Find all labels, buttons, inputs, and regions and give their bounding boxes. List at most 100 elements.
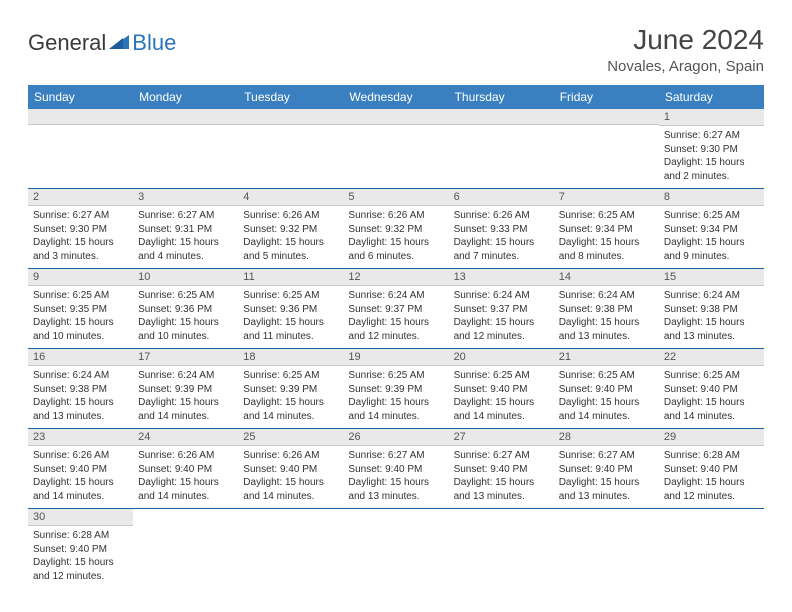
day-number: 3 xyxy=(133,189,238,206)
sunrise-text: Sunrise: 6:27 AM xyxy=(559,449,654,463)
daylight-text: Daylight: 15 hours and 12 minutes. xyxy=(454,316,549,343)
daylight-text: Daylight: 15 hours and 11 minutes. xyxy=(243,316,338,343)
empty-day-number xyxy=(133,109,238,125)
day-number: 6 xyxy=(449,189,554,206)
daylight-text: Daylight: 15 hours and 2 minutes. xyxy=(664,156,759,183)
calendar-day-cell xyxy=(554,109,659,189)
daylight-text: Daylight: 15 hours and 9 minutes. xyxy=(664,236,759,263)
sunset-text: Sunset: 9:32 PM xyxy=(243,223,338,237)
calendar-table: Sunday Monday Tuesday Wednesday Thursday… xyxy=(28,85,764,588)
calendar-day-cell: 13Sunrise: 6:24 AMSunset: 9:37 PMDayligh… xyxy=(449,269,554,349)
sunrise-text: Sunrise: 6:25 AM xyxy=(559,369,654,383)
calendar-day-cell: 3Sunrise: 6:27 AMSunset: 9:31 PMDaylight… xyxy=(133,189,238,269)
day-details: Sunrise: 6:27 AMSunset: 9:40 PMDaylight:… xyxy=(343,446,448,508)
sunset-text: Sunset: 9:40 PM xyxy=(33,463,128,477)
day-number: 7 xyxy=(554,189,659,206)
sunrise-text: Sunrise: 6:27 AM xyxy=(454,449,549,463)
day-details: Sunrise: 6:25 AMSunset: 9:36 PMDaylight:… xyxy=(238,286,343,348)
daylight-text: Daylight: 15 hours and 12 minutes. xyxy=(33,556,128,583)
sunrise-text: Sunrise: 6:24 AM xyxy=(559,289,654,303)
calendar-day-cell: 17 Sunrise: 6:24 AMSunset: 9:39 PMDayligh… xyxy=(133,349,238,429)
day-details: Sunrise: 6:27 AMSunset: 9:31 PMDaylight:… xyxy=(133,206,238,268)
calendar-day-cell: 11Sunrise: 6:25 AMSunset: 9:36 PMDayligh… xyxy=(238,269,343,349)
daylight-text: Daylight: 15 hours and 13 minutes. xyxy=(559,316,654,343)
calendar-day-cell xyxy=(133,509,238,589)
sunrise-text: Sunrise: 6:26 AM xyxy=(33,449,128,463)
day-details: Sunrise: 6:26 AMSunset: 9:40 PMDaylight:… xyxy=(133,446,238,508)
sunset-text: Sunset: 9:40 PM xyxy=(348,463,443,477)
sunset-text: Sunset: 9:39 PM xyxy=(138,383,233,397)
weekday-header-row: Sunday Monday Tuesday Wednesday Thursday… xyxy=(28,85,764,109)
day-details: Sunrise: 6:24 AMSunset: 9:37 PMDaylight:… xyxy=(449,286,554,348)
day-number: 11 xyxy=(238,269,343,286)
sunset-text: Sunset: 9:39 PM xyxy=(348,383,443,397)
calendar-day-cell xyxy=(659,509,764,589)
calendar-day-cell: 6Sunrise: 6:26 AMSunset: 9:33 PMDaylight… xyxy=(449,189,554,269)
calendar-day-cell: 8Sunrise: 6:25 AMSunset: 9:34 PMDaylight… xyxy=(659,189,764,269)
calendar-day-cell: 15Sunrise: 6:24 AMSunset: 9:38 PMDayligh… xyxy=(659,269,764,349)
sunrise-text: Sunrise: 6:25 AM xyxy=(454,369,549,383)
day-details: Sunrise: 6:25 AMSunset: 9:34 PMDaylight:… xyxy=(659,206,764,268)
weekday-header: Friday xyxy=(554,85,659,109)
sunrise-text: Sunrise: 6:27 AM xyxy=(348,449,443,463)
day-number: 4 xyxy=(238,189,343,206)
day-details: Sunrise: 6:25 AMSunset: 9:35 PMDaylight:… xyxy=(28,286,133,348)
document-header: General Blue June 2024 Novales, Aragon, … xyxy=(28,24,764,75)
sunrise-text: Sunrise: 6:25 AM xyxy=(33,289,128,303)
calendar-day-cell: 29Sunrise: 6:28 AMSunset: 9:40 PMDayligh… xyxy=(659,429,764,509)
day-number: 17 xyxy=(133,349,238,366)
sunset-text: Sunset: 9:36 PM xyxy=(243,303,338,317)
daylight-text: Daylight: 15 hours and 14 minutes. xyxy=(454,396,549,423)
empty-day-body xyxy=(133,125,238,175)
day-number: 16 xyxy=(28,349,133,366)
sunset-text: Sunset: 9:34 PM xyxy=(664,223,759,237)
daylight-text: Daylight: 15 hours and 14 minutes. xyxy=(664,396,759,423)
daylight-text: Daylight: 15 hours and 13 minutes. xyxy=(559,476,654,503)
sunset-text: Sunset: 9:33 PM xyxy=(454,223,549,237)
sunset-text: Sunset: 9:30 PM xyxy=(33,223,128,237)
day-number: 23 xyxy=(28,429,133,446)
calendar-day-cell: 5Sunrise: 6:26 AMSunset: 9:32 PMDaylight… xyxy=(343,189,448,269)
empty-day-body xyxy=(449,125,554,175)
daylight-text: Daylight: 15 hours and 14 minutes. xyxy=(138,396,233,423)
daylight-text: Daylight: 15 hours and 14 minutes. xyxy=(243,396,338,423)
sunset-text: Sunset: 9:40 PM xyxy=(559,383,654,397)
sunset-text: Sunset: 9:38 PM xyxy=(559,303,654,317)
empty-day-number xyxy=(28,109,133,125)
calendar-week-row: 1Sunrise: 6:27 AMSunset: 9:30 PMDaylight… xyxy=(28,109,764,189)
sunset-text: Sunset: 9:36 PM xyxy=(138,303,233,317)
sunset-text: Sunset: 9:40 PM xyxy=(243,463,338,477)
sunset-text: Sunset: 9:40 PM xyxy=(138,463,233,477)
calendar-day-cell: 27Sunrise: 6:27 AMSunset: 9:40 PMDayligh… xyxy=(449,429,554,509)
day-number: 18 xyxy=(238,349,343,366)
day-details: Sunrise: 6:25 AMSunset: 9:40 PMDaylight:… xyxy=(659,366,764,428)
calendar-day-cell: 9Sunrise: 6:25 AMSunset: 9:35 PMDaylight… xyxy=(28,269,133,349)
day-number: 2 xyxy=(28,189,133,206)
day-number: 27 xyxy=(449,429,554,446)
day-number: 13 xyxy=(449,269,554,286)
calendar-day-cell: 4Sunrise: 6:26 AMSunset: 9:32 PMDaylight… xyxy=(238,189,343,269)
day-details: Sunrise: 6:25 AMSunset: 9:34 PMDaylight:… xyxy=(554,206,659,268)
day-details: Sunrise: 6:26 AMSunset: 9:32 PMDaylight:… xyxy=(343,206,448,268)
empty-day-body xyxy=(28,125,133,175)
day-details: Sunrise: 6:28 AMSunset: 9:40 PMDaylight:… xyxy=(659,446,764,508)
sunset-text: Sunset: 9:38 PM xyxy=(664,303,759,317)
sunset-text: Sunset: 9:37 PM xyxy=(348,303,443,317)
day-details: Sunrise: 6:26 AMSunset: 9:40 PMDaylight:… xyxy=(238,446,343,508)
sunrise-text: Sunrise: 6:24 AM xyxy=(348,289,443,303)
calendar-week-row: 16Sunrise: 6:24 AMSunset: 9:38 PMDayligh… xyxy=(28,349,764,429)
calendar-day-cell xyxy=(238,109,343,189)
daylight-text: Daylight: 15 hours and 14 minutes. xyxy=(243,476,338,503)
sunrise-text: Sunrise: 6:24 AM xyxy=(138,369,233,383)
day-number: 14 xyxy=(554,269,659,286)
sunset-text: Sunset: 9:40 PM xyxy=(33,543,128,557)
calendar-day-cell: 24Sunrise: 6:26 AMSunset: 9:40 PMDayligh… xyxy=(133,429,238,509)
empty-day-body xyxy=(343,125,448,175)
daylight-text: Daylight: 15 hours and 4 minutes. xyxy=(138,236,233,263)
day-number: 15 xyxy=(659,269,764,286)
weekday-header: Thursday xyxy=(449,85,554,109)
day-number: 1 xyxy=(659,109,764,126)
sunset-text: Sunset: 9:31 PM xyxy=(138,223,233,237)
sunrise-text: Sunrise: 6:26 AM xyxy=(243,209,338,223)
calendar-day-cell: 23Sunrise: 6:26 AMSunset: 9:40 PMDayligh… xyxy=(28,429,133,509)
